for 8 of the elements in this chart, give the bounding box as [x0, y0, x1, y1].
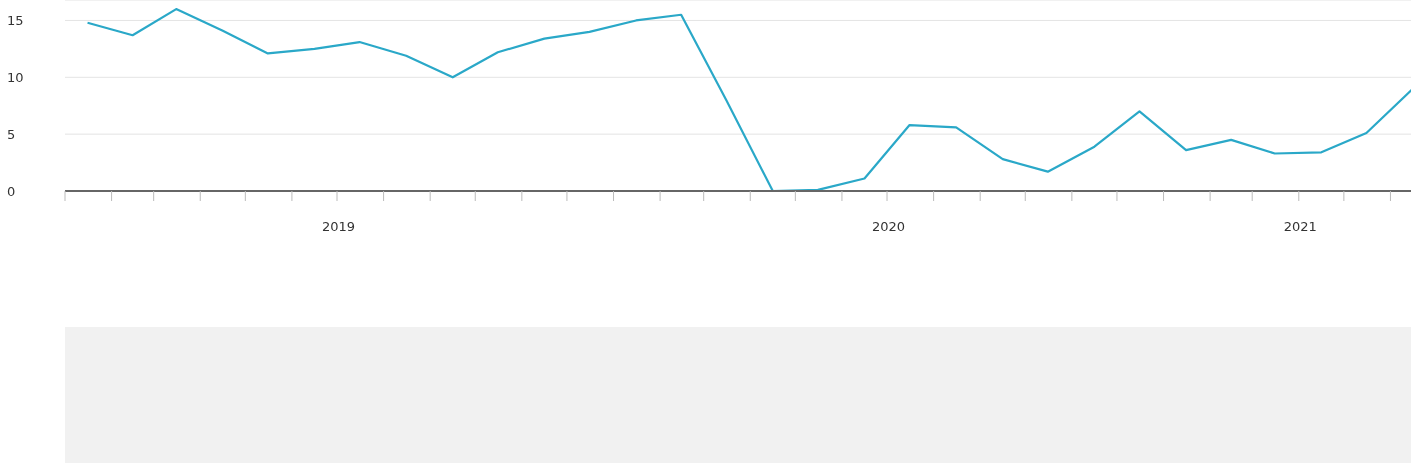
y-tick-label: 5	[7, 126, 16, 142]
x-tick-label: 2020	[871, 219, 906, 234]
y-tick-label: 10	[7, 69, 24, 85]
y-tick-label: 15	[7, 13, 24, 29]
y-tick-label: 0	[7, 183, 16, 199]
line-series	[86, 8, 1411, 191]
x-tick-label: 2019	[321, 219, 356, 234]
x-tick-label: 2021	[1283, 219, 1317, 234]
